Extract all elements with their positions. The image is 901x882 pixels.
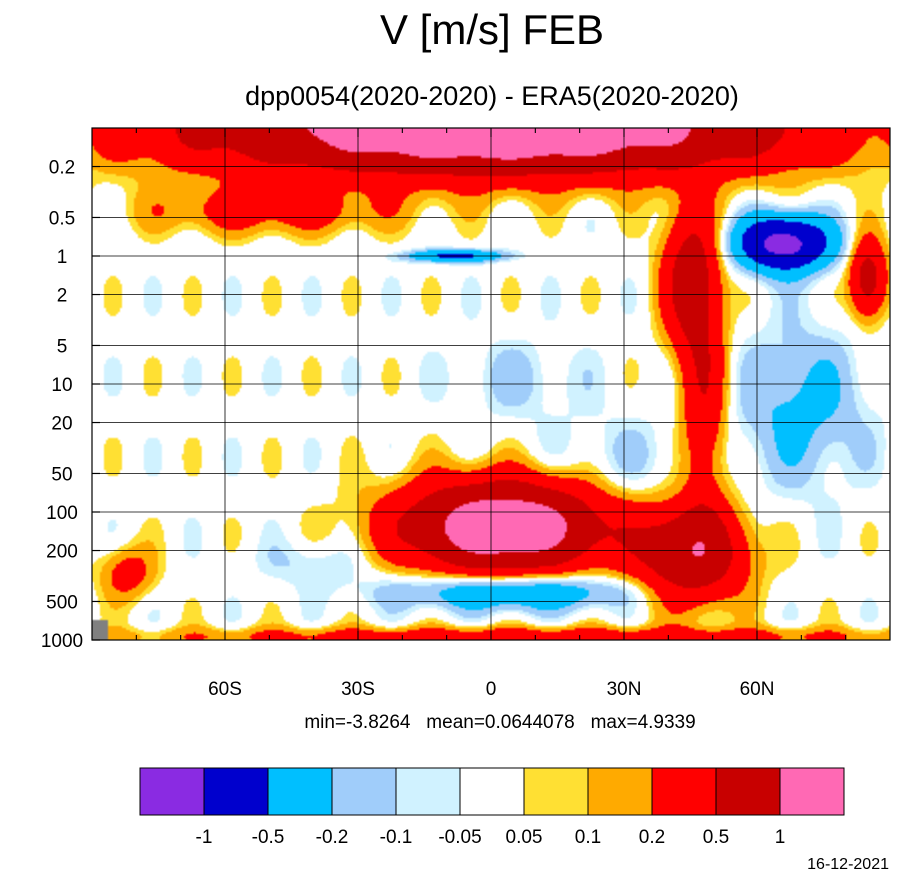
colorbar-label: -1 [196,827,213,848]
colorbar-label: 1 [775,827,786,848]
colorbar-swatch [715,767,781,816]
colorbar-swatch [459,767,525,816]
y-tick-label: 50 [51,464,72,485]
y-tick-label: 500 [46,592,78,613]
colorbar-swatch [779,767,845,816]
y-tick-labels: 0.2 0.5 1 2 5 10 20 50 100 200 500 1000 [41,158,83,652]
colorbar-swatch [203,767,269,816]
colorbar-label: -0.5 [252,827,285,848]
x-tick-labels: 60S 30S 0 30N 60N [208,679,774,700]
y-tick-label: 5 [57,336,68,357]
colorbar [139,767,845,816]
colorbar-label: 0.1 [575,827,601,848]
colorbar-label: 0.05 [506,827,543,848]
x-tick-label: 0 [486,679,497,700]
colorbar-swatch [267,767,333,816]
x-tick-label: 30S [341,679,375,700]
chart-title: V [m/s] FEB [380,6,604,53]
colorbar-swatch [523,767,589,816]
x-tick-label: 60S [208,679,242,700]
y-tick-label: 100 [46,503,78,524]
y-tick-label: 10 [51,375,72,396]
date-label: 16-12-2021 [807,856,889,873]
x-tick-label: 60N [740,679,775,700]
y-tick-label: 1 [57,247,68,268]
colorbar-label: -0.2 [316,827,349,848]
colorbar-swatch [139,767,205,816]
y-tick-label: 0.2 [49,158,75,179]
x-tick-label: 30N [607,679,642,700]
tick-marks [92,128,847,641]
y-tick-label: 0.5 [49,208,75,229]
y-tick-label: 2 [57,286,68,307]
chart-subtitle: dpp0054(2020-2020) - ERA5(2020-2020) [245,81,739,111]
colorbar-label: 0.5 [703,827,729,848]
colorbar-label: -0.05 [438,827,481,848]
colorbar-swatch [395,767,461,816]
colorbar-labels: -1 -0.5 -0.2 -0.1 -0.05 0.05 0.1 0.2 0.5 1 [196,827,786,848]
stats-label: min=-3.8264 mean=0.0644078 max=4.9339 [304,712,695,733]
colorbar-swatch [587,767,653,816]
y-tick-label: 200 [46,542,78,563]
y-tick-label: 1000 [41,631,83,652]
colorbar-label: -0.1 [380,827,413,848]
colorbar-swatch [651,767,717,816]
y-tick-label: 20 [51,414,72,435]
colorbar-label: 0.2 [639,827,665,848]
colorbar-swatch [331,767,397,816]
